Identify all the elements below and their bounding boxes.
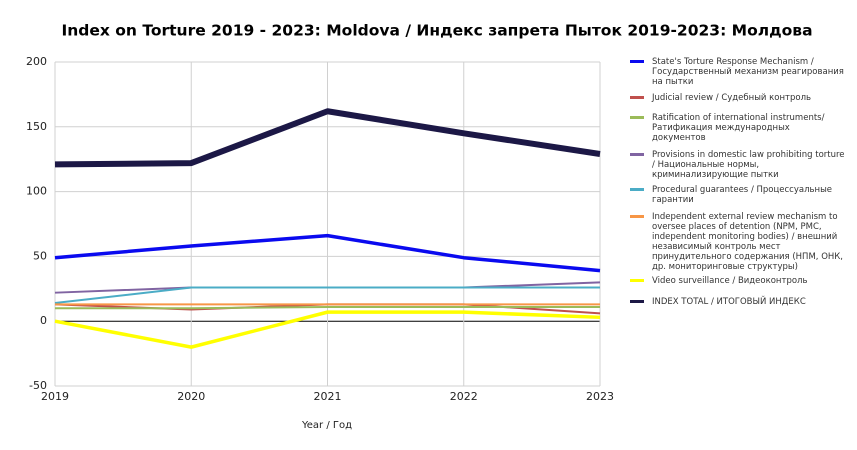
legend-label: State's Torture Response Mechanism / Гос… [652,57,844,87]
y-tick-label: 0 [40,314,47,327]
x-tick-label: 2020 [177,390,205,403]
legend-swatch [630,279,644,282]
y-tick-label: 200 [26,55,47,68]
legend-swatch [630,116,644,119]
legend-label: INDEX TOTAL / ИТОГОВЫЙ ИНДЕКС [652,297,806,307]
y-tick-label: 50 [33,249,47,262]
legend-item: Procedural guarantees / Процессуальные г… [630,185,845,205]
x-tick-label: 2022 [450,390,478,403]
legend-label: Video surveillance / Видеоконтроль [652,276,808,286]
legend-item: Video surveillance / Видеоконтроль [630,276,845,286]
legend-label: Procedural guarantees / Процессуальные г… [652,185,833,205]
y-tick-label: -50 [29,379,47,392]
series-line [54,310,601,349]
y-tick-label: 150 [26,120,47,133]
legend-swatch [630,188,644,191]
legend-item: State's Torture Response Mechanism / Гос… [630,57,845,87]
legend-item: Provisions in domestic law prohibiting t… [630,150,845,180]
series-line [54,286,600,305]
x-tick-label: 2019 [41,390,69,403]
legend-swatch [630,215,644,218]
series-line [54,108,601,168]
legend-swatch [630,96,644,99]
x-tick-label: 2021 [314,390,342,403]
legend-label: Ratification of international instrument… [652,113,825,143]
legend-label: Provisions in domestic law prohibiting t… [652,150,845,180]
legend-item: Judicial review / Судебный контроль [630,93,845,103]
legend-item: Ratification of international instrument… [630,113,845,143]
legend-label: Judicial review / Судебный контроль [652,93,812,103]
legend-item: INDEX TOTAL / ИТОГОВЫЙ ИНДЕКС [630,297,845,307]
legend-swatch [630,153,644,156]
legend-label: Independent external review mechanism to… [652,212,844,272]
series-line [55,305,600,310]
legend-swatch [630,300,644,303]
legend-swatch [630,60,644,63]
x-axis-label: Year / Год [301,420,352,431]
series-line [54,233,601,273]
x-tick-label: 2023 [586,390,614,403]
y-tick-label: 100 [26,185,47,198]
legend-item: Independent external review mechanism to… [630,212,845,272]
chart-title: Index on Torture 2019 - 2023: Moldova / … [61,22,812,40]
